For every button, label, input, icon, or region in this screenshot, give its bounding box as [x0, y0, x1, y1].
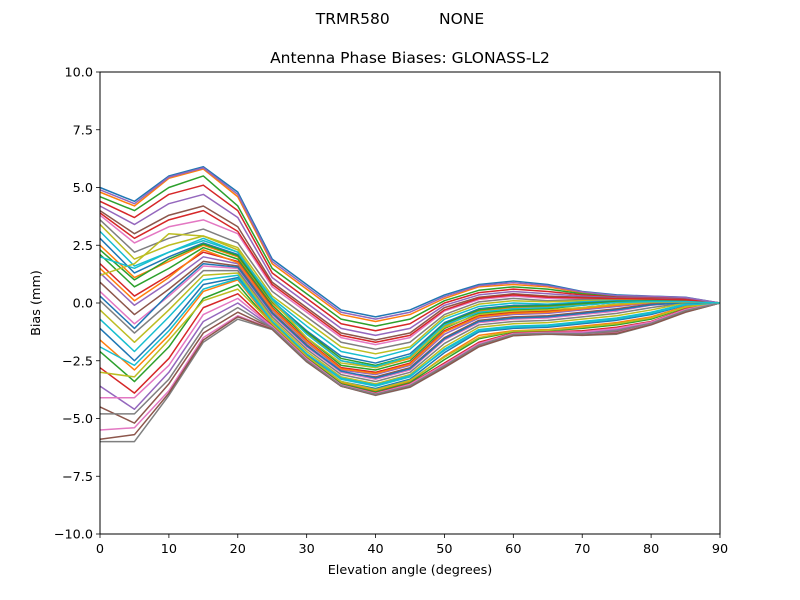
- x-axis-label: Elevation angle (degrees): [328, 563, 493, 578]
- series-line: [99, 262, 721, 379]
- chart-title: Antenna Phase Biases: GLONASS-L2: [270, 49, 550, 67]
- series-line: [99, 232, 721, 369]
- series-line: [99, 209, 721, 344]
- y-tick-label: −2.5: [62, 354, 93, 369]
- series-line: [100, 302, 721, 415]
- series-line: [100, 297, 721, 399]
- series-line: [99, 283, 721, 393]
- series-line: [99, 302, 721, 441]
- series-line: [99, 167, 721, 320]
- y-axis-ticks: −10.0 −7.5 −5.0 −2.5 0.0 2.5 5.0 7.5 10.0: [54, 66, 100, 543]
- series-line: [99, 237, 721, 368]
- series-line: [99, 278, 721, 386]
- y-tick-label: 5.0: [73, 181, 93, 196]
- series-line: [99, 276, 721, 390]
- x-tick-label: 30: [299, 542, 315, 557]
- y-tick-label: 10.0: [65, 66, 94, 81]
- x-tick-label: 40: [367, 542, 383, 557]
- series-line: [99, 288, 721, 391]
- y-tick-label: 2.5: [73, 239, 93, 254]
- y-axis-label: Bias (mm): [29, 270, 44, 336]
- plot-lines: [99, 165, 721, 443]
- series-line: [99, 256, 721, 376]
- series-line: [99, 279, 721, 392]
- x-tick-label: 20: [230, 542, 246, 557]
- series-line: [99, 265, 721, 380]
- series-line: [99, 260, 721, 378]
- series-line: [99, 272, 720, 385]
- x-tick-label: 10: [161, 542, 177, 557]
- x-tick-label: 80: [643, 542, 659, 557]
- x-tick-label: 0: [96, 542, 104, 557]
- y-tick-label: −7.5: [62, 470, 93, 485]
- x-tick-label: 50: [436, 542, 452, 557]
- figure-suptitle: TRMR580 NONE: [315, 10, 484, 28]
- y-tick-label: −5.0: [62, 412, 93, 427]
- x-tick-label: 60: [505, 542, 521, 557]
- x-axis-ticks: 0 10 20 30 40 50 60 70 80 90: [96, 534, 728, 557]
- series-line: [99, 274, 721, 387]
- y-tick-label: 0.0: [73, 297, 93, 312]
- x-tick-label: 90: [712, 542, 728, 557]
- x-tick-label: 70: [574, 542, 590, 557]
- y-tick-label: −10.0: [54, 528, 93, 543]
- series-line: [99, 249, 721, 375]
- y-tick-label: 7.5: [73, 123, 93, 138]
- series-line: [99, 269, 721, 383]
